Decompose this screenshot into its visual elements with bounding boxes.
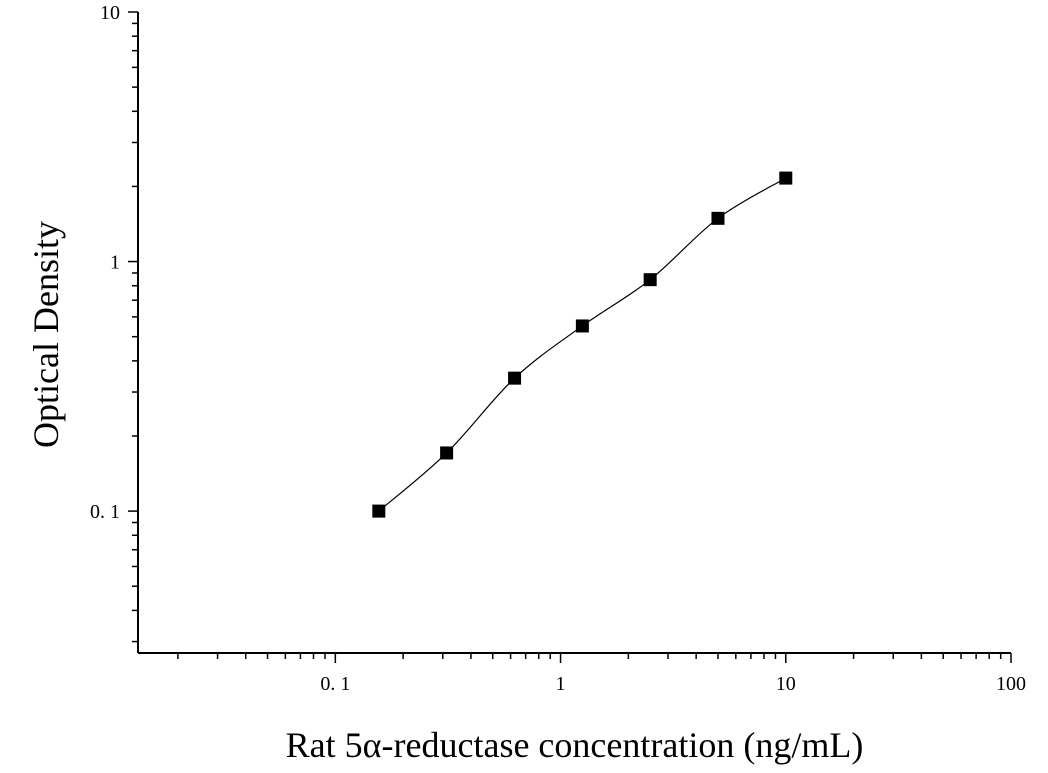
- y-tick-label: 10: [100, 2, 120, 24]
- y-axis-title: Optical Density: [26, 221, 66, 448]
- fit-curve: [378, 177, 787, 512]
- data-point: [372, 504, 386, 518]
- fit-curve-group: [378, 177, 787, 512]
- data-point: [711, 211, 725, 225]
- x-tick-label: 100: [996, 673, 1026, 695]
- data-point: [643, 273, 657, 287]
- x-ticks: 0. 1 1 10 100: [177, 653, 1026, 695]
- x-axis-title: Rat 5α-reductase concentration (ng/mL): [286, 725, 864, 765]
- x-tick-label: 1: [556, 673, 566, 695]
- y-ticks: 0. 1 1 10: [90, 2, 138, 643]
- data-point: [779, 171, 793, 185]
- data-points: [372, 171, 793, 518]
- data-point: [508, 371, 522, 385]
- x-tick-label: 10: [776, 673, 796, 695]
- axes: [137, 12, 1011, 654]
- data-point: [575, 319, 589, 333]
- y-tick-label: 1: [110, 252, 120, 274]
- y-tick-label: 0. 1: [90, 501, 120, 523]
- data-point: [440, 446, 454, 460]
- x-tick-label: 0. 1: [320, 673, 350, 695]
